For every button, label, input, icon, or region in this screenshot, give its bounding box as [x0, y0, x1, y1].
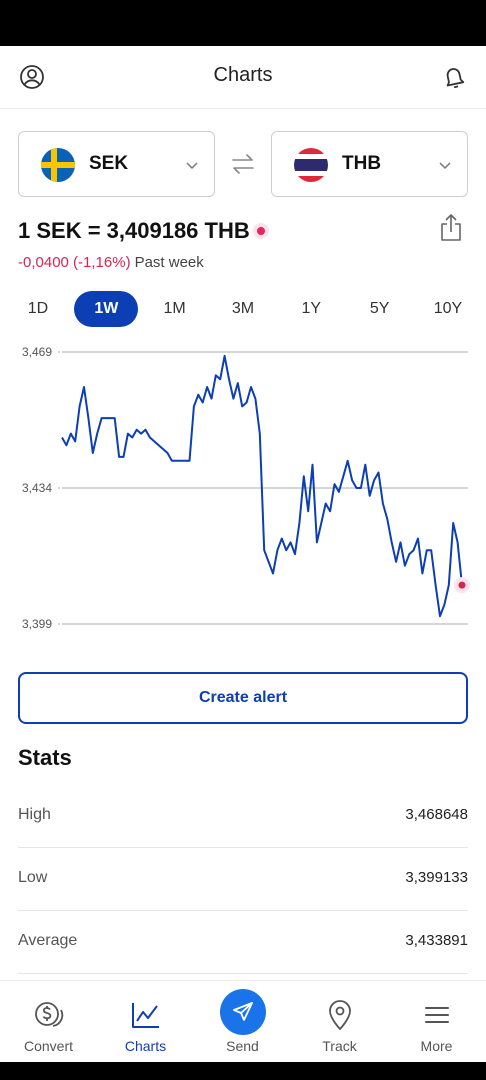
send-icon — [194, 989, 291, 1035]
period-tab-1d[interactable]: 1D — [27, 300, 49, 317]
to-currency-select[interactable]: THB — [271, 131, 468, 197]
profile-icon[interactable] — [16, 61, 48, 93]
from-currency-select[interactable]: SEK — [18, 131, 215, 197]
period-tab-3m[interactable]: 3M — [231, 300, 255, 317]
tab-label: Send — [226, 1038, 259, 1054]
share-icon[interactable] — [435, 212, 467, 244]
chevron-down-icon — [439, 157, 451, 175]
y-tick-label-bg — [18, 480, 58, 496]
to-currency-code: THB — [342, 153, 382, 174]
tab-charts[interactable]: Charts — [97, 981, 194, 1063]
live-indicator-dot — [257, 227, 265, 235]
status-bar — [0, 0, 486, 46]
change-period: Past week — [134, 254, 204, 271]
y-tick-label-bg — [18, 344, 58, 360]
stat-row-high: High 3,468648 — [18, 785, 468, 848]
bottom-tab-bar: Convert Charts Send Tr — [0, 980, 486, 1063]
stats-title: Stats — [18, 745, 72, 770]
system-nav-bar — [0, 1062, 486, 1080]
menu-icon — [388, 999, 485, 1031]
period-tab-1m[interactable]: 1M — [163, 300, 186, 317]
stat-label: High — [18, 806, 51, 823]
stat-value: 3,399133 — [405, 869, 468, 886]
period-tab-10y[interactable]: 10Y — [433, 300, 463, 317]
tab-track[interactable]: Track — [291, 981, 388, 1063]
y-tick-label-bg — [18, 616, 58, 632]
bell-icon[interactable] — [438, 61, 470, 93]
y-tick-label: 3,469 — [22, 345, 52, 359]
y-tick-label: 3,434 — [22, 481, 52, 495]
change-value: -0,0400 (-1,16%) — [18, 254, 131, 271]
sweden-flag-icon — [41, 148, 75, 182]
tab-label: Convert — [23, 1038, 74, 1054]
tab-send[interactable]: Send — [194, 981, 291, 1063]
rate-change: -0,0400 (-1,16%) Past week — [18, 254, 204, 271]
period-tab-1w[interactable]: 1W — [74, 291, 139, 327]
track-icon — [291, 999, 388, 1031]
page-title: Charts — [213, 64, 273, 86]
tab-more[interactable]: More — [388, 981, 485, 1063]
exchange-rate: 1 SEK = 3,409186 THB — [18, 218, 250, 243]
y-tick-label: 3,399 — [22, 617, 52, 631]
chevron-down-icon — [186, 157, 198, 175]
tab-convert[interactable]: Convert — [0, 981, 97, 1063]
tab-label: More — [420, 1038, 453, 1054]
stat-row-low: Low 3,399133 — [18, 848, 468, 911]
app-header: Charts — [0, 46, 486, 109]
tab-label: Charts — [124, 1038, 167, 1054]
period-selector: 1D 1W 1M 3M 1Y 5Y 10Y — [6, 291, 480, 327]
period-tab-5y[interactable]: 5Y — [369, 300, 390, 317]
from-currency-code: SEK — [89, 153, 129, 174]
rate-series-line — [61, 354, 463, 618]
last-point-marker — [458, 581, 466, 589]
rate-chart: 3,469 3,434 3,399 — [18, 344, 470, 632]
thailand-flag-icon — [294, 148, 328, 182]
stat-label: Average — [18, 932, 78, 949]
charts-icon — [97, 999, 194, 1031]
stat-label: Low — [18, 869, 48, 886]
stat-row-average: Average 3,433891 — [18, 911, 468, 974]
convert-icon — [0, 999, 97, 1031]
create-alert-button[interactable]: Create alert — [18, 672, 468, 724]
tab-label: Track — [322, 1038, 357, 1054]
stat-value: 3,468648 — [405, 806, 468, 823]
stat-value: 3,433891 — [405, 932, 468, 949]
swap-icon[interactable] — [227, 148, 259, 180]
period-tab-1y[interactable]: 1Y — [301, 300, 322, 317]
